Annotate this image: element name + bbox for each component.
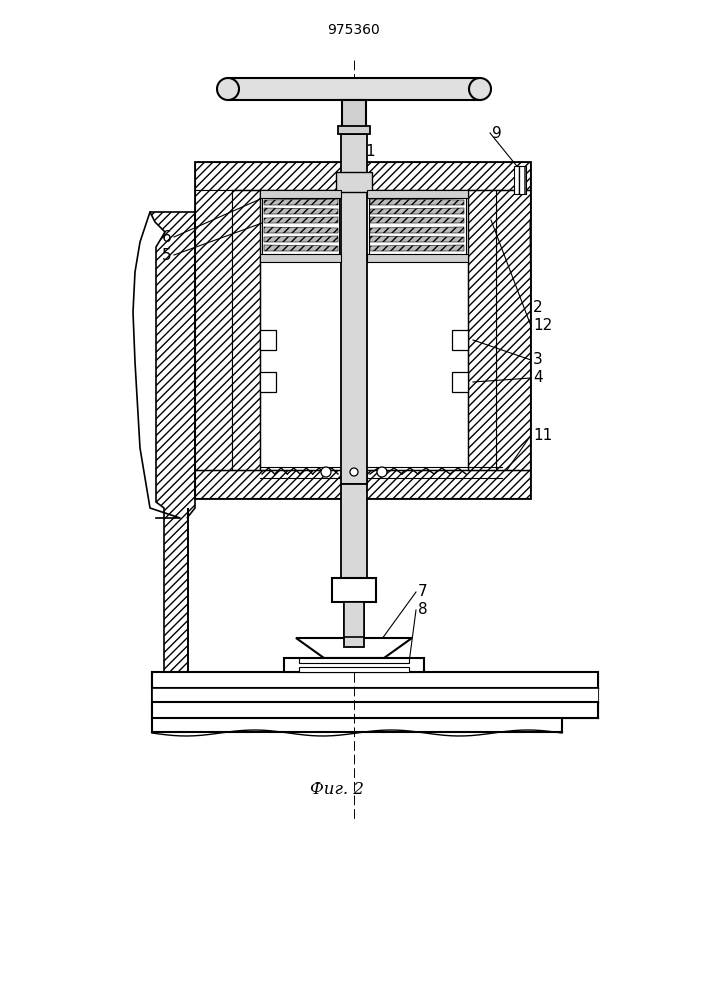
- Polygon shape: [232, 190, 260, 470]
- Text: 5: 5: [163, 247, 172, 262]
- Polygon shape: [264, 199, 338, 205]
- Circle shape: [217, 78, 239, 100]
- Bar: [341, 176, 367, 484]
- Bar: [284, 658, 424, 672]
- Bar: [338, 126, 370, 134]
- Bar: [342, 100, 366, 130]
- Bar: [260, 190, 341, 198]
- Bar: [336, 172, 372, 192]
- Bar: [367, 190, 468, 198]
- Bar: [344, 602, 364, 637]
- Text: 7: 7: [418, 584, 428, 599]
- Polygon shape: [370, 199, 464, 205]
- Polygon shape: [468, 190, 496, 470]
- Bar: [452, 372, 468, 392]
- Bar: [260, 372, 276, 392]
- Text: 12: 12: [533, 318, 552, 334]
- Bar: [152, 702, 598, 718]
- Polygon shape: [228, 78, 480, 100]
- Text: 11: 11: [533, 428, 552, 442]
- Polygon shape: [264, 208, 338, 214]
- Polygon shape: [370, 236, 464, 242]
- Text: 3: 3: [533, 353, 543, 367]
- Bar: [299, 658, 409, 663]
- Bar: [344, 602, 364, 647]
- Polygon shape: [296, 638, 412, 658]
- Bar: [332, 578, 376, 602]
- Bar: [152, 672, 598, 688]
- Bar: [299, 667, 409, 672]
- Bar: [195, 162, 530, 498]
- Circle shape: [377, 467, 387, 477]
- Polygon shape: [496, 190, 530, 470]
- Bar: [341, 484, 367, 578]
- Bar: [367, 254, 468, 262]
- Text: 4: 4: [533, 370, 543, 385]
- Text: 6: 6: [162, 230, 172, 244]
- Bar: [341, 134, 367, 176]
- Polygon shape: [370, 227, 464, 233]
- Bar: [260, 190, 468, 470]
- Bar: [260, 330, 276, 350]
- Bar: [260, 254, 341, 262]
- Text: 2: 2: [533, 300, 543, 316]
- Polygon shape: [195, 190, 232, 470]
- Text: 1: 1: [365, 144, 375, 159]
- Polygon shape: [264, 217, 338, 223]
- Polygon shape: [264, 236, 338, 242]
- Polygon shape: [264, 245, 338, 251]
- Bar: [452, 330, 468, 350]
- Polygon shape: [370, 245, 464, 251]
- Bar: [152, 688, 598, 702]
- Circle shape: [350, 468, 358, 476]
- Text: Фиг. 2: Фиг. 2: [310, 782, 364, 798]
- Text: 975360: 975360: [327, 23, 380, 37]
- Polygon shape: [150, 212, 195, 672]
- Circle shape: [321, 467, 331, 477]
- Polygon shape: [262, 192, 339, 260]
- Polygon shape: [195, 162, 530, 190]
- Text: 9: 9: [492, 125, 502, 140]
- Circle shape: [469, 78, 491, 100]
- Polygon shape: [264, 227, 338, 233]
- Polygon shape: [195, 470, 530, 498]
- Polygon shape: [370, 217, 464, 223]
- Polygon shape: [370, 208, 464, 214]
- Text: 8: 8: [418, 602, 428, 617]
- Bar: [514, 166, 526, 194]
- Polygon shape: [369, 192, 466, 260]
